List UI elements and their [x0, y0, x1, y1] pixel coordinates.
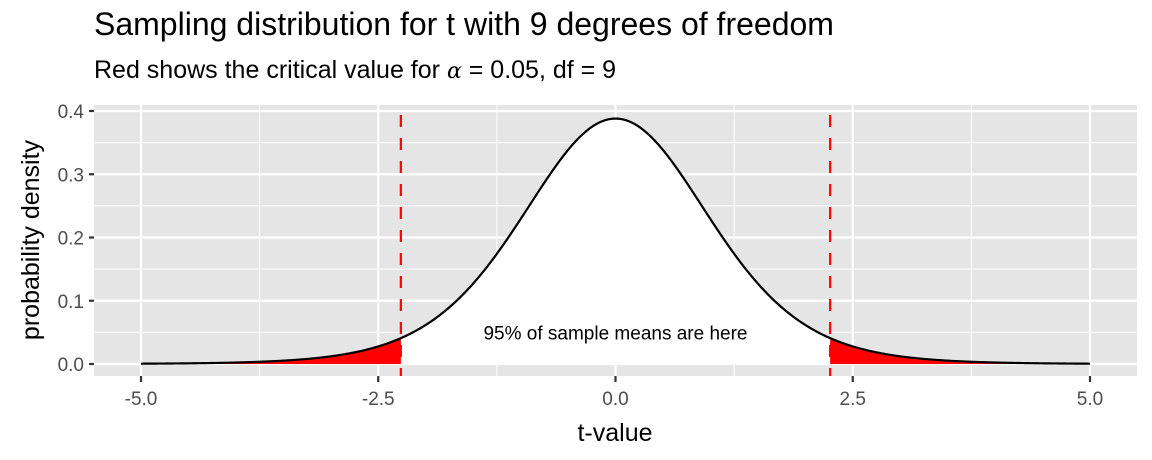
y-tick-label: 0.4: [58, 102, 85, 123]
subtitle-suffix: = 0.05, df = 9: [461, 56, 617, 84]
density-curve: [140, 117, 1091, 365]
x-tick-label: 2.5: [840, 389, 866, 410]
y-tick-label: 0.0: [58, 355, 84, 376]
x-tick-label: 5.0: [1077, 389, 1103, 410]
right-tail-fill: [830, 338, 1090, 364]
critical-value-lines: [399, 115, 832, 376]
y-axis-title: probability density: [17, 139, 45, 340]
chart-subtitle: Red shows the critical value for α = 0.0…: [94, 56, 616, 85]
chart-title: Sampling distribution for t with 9 degre…: [94, 6, 834, 42]
x-axis: -5.0 -2.5 0.0 2.5 5.0: [125, 376, 1103, 410]
x-tick-label: -5.0: [125, 389, 158, 410]
x-tick-label: -2.5: [362, 389, 395, 410]
subtitle-prefix: Red shows the critical value for: [94, 56, 447, 84]
x-axis-title: t-value: [577, 419, 652, 447]
annotation-label: 95% of sample means are here: [483, 323, 747, 344]
alpha-symbol: α: [446, 59, 462, 84]
y-tick-label: 0.1: [58, 292, 84, 313]
y-tick-label: 0.3: [58, 165, 84, 186]
x-tick-label: 0.0: [602, 389, 628, 410]
center-region-fill: [400, 118, 831, 364]
y-axis: 0.0 0.1 0.2 0.3 0.4: [58, 102, 94, 376]
y-tick-label: 0.2: [58, 229, 84, 250]
left-tail-fill: [141, 338, 401, 364]
